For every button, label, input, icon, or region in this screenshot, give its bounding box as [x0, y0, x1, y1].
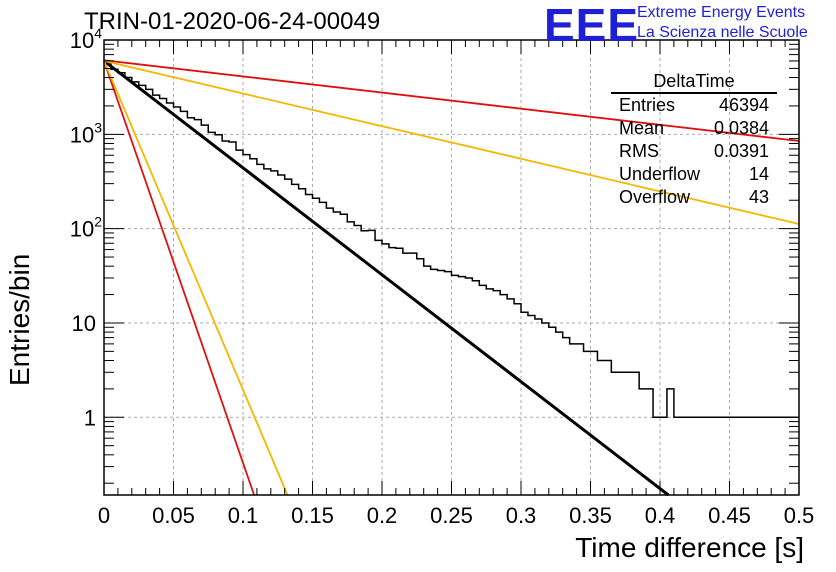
x-tick-label: 0 — [98, 503, 110, 528]
x-tick-label: 0.15 — [291, 503, 334, 528]
y-tick-label: 102 — [70, 214, 102, 242]
x-axis-label: Time difference [s] — [575, 532, 804, 563]
x-tick-label: 0.3 — [506, 503, 537, 528]
y-axis-label: Entries/bin — [4, 253, 35, 386]
stats-label: Entries — [619, 95, 676, 115]
eee-logo: EEE — [544, 0, 640, 51]
stats-label: RMS — [619, 141, 659, 161]
histogram-outline — [104, 61, 799, 419]
x-tick-label: 0.5 — [784, 503, 815, 528]
stats-value: 43 — [748, 187, 769, 207]
x-tick-label: 0.4 — [645, 503, 676, 528]
x-tick-label: 0.2 — [367, 503, 398, 528]
stats-label: Underflow — [619, 164, 701, 184]
series-line — [103, 59, 670, 497]
stats-row: RMS 0.0391 — [611, 140, 777, 163]
stats-value: 14 — [748, 164, 769, 184]
x-tick-label: 0.45 — [708, 503, 751, 528]
histogram — [104, 61, 799, 419]
stats-value: 0.0391 — [713, 141, 769, 161]
x-tick-label: 0.05 — [152, 503, 195, 528]
y-tick-label: 103 — [70, 119, 102, 147]
stats-row: Entries 46394 — [611, 94, 777, 117]
stats-title: DeltaTime — [611, 70, 777, 94]
stats-label: Overflow — [619, 187, 691, 207]
stats-row: Underflow 14 — [611, 163, 777, 186]
x-tick-label: 0.1 — [228, 503, 259, 528]
series-line — [103, 59, 800, 142]
axis-ticks — [103, 39, 800, 495]
logo-subtitle-2: La Scienza nelle Scuole — [637, 24, 808, 41]
x-tick-label: 0.25 — [430, 503, 473, 528]
tick-labels: 0 0.05 0.1 0.15 0.2 0.25 0.3 0.35 0.4 0.45 0.5 1 10 1… — [70, 25, 815, 528]
y-tick-label: 10 — [72, 311, 96, 336]
series-line — [103, 60, 800, 225]
stats-row: Overflow 43 — [611, 186, 777, 209]
chart-title: TRIN-01-2020-06-24-00049 — [84, 8, 381, 35]
series-line — [103, 60, 255, 496]
stats-box: DeltaTime Entries 46394 Mean 0.0384 RMS … — [611, 70, 777, 209]
stats-label: Mean — [619, 118, 665, 138]
fit-lines — [103, 59, 800, 497]
series-line — [103, 60, 289, 496]
y-tick-label: 104 — [70, 25, 102, 53]
logo-subtitle-1: Extreme Energy Events — [637, 4, 806, 21]
stats-value: 46394 — [718, 95, 769, 115]
stats-row: Mean 0.0384 — [611, 117, 777, 140]
y-tick-label: 1 — [84, 405, 96, 430]
x-tick-label: 0.35 — [569, 503, 612, 528]
stats-value: 0.0384 — [713, 118, 769, 138]
